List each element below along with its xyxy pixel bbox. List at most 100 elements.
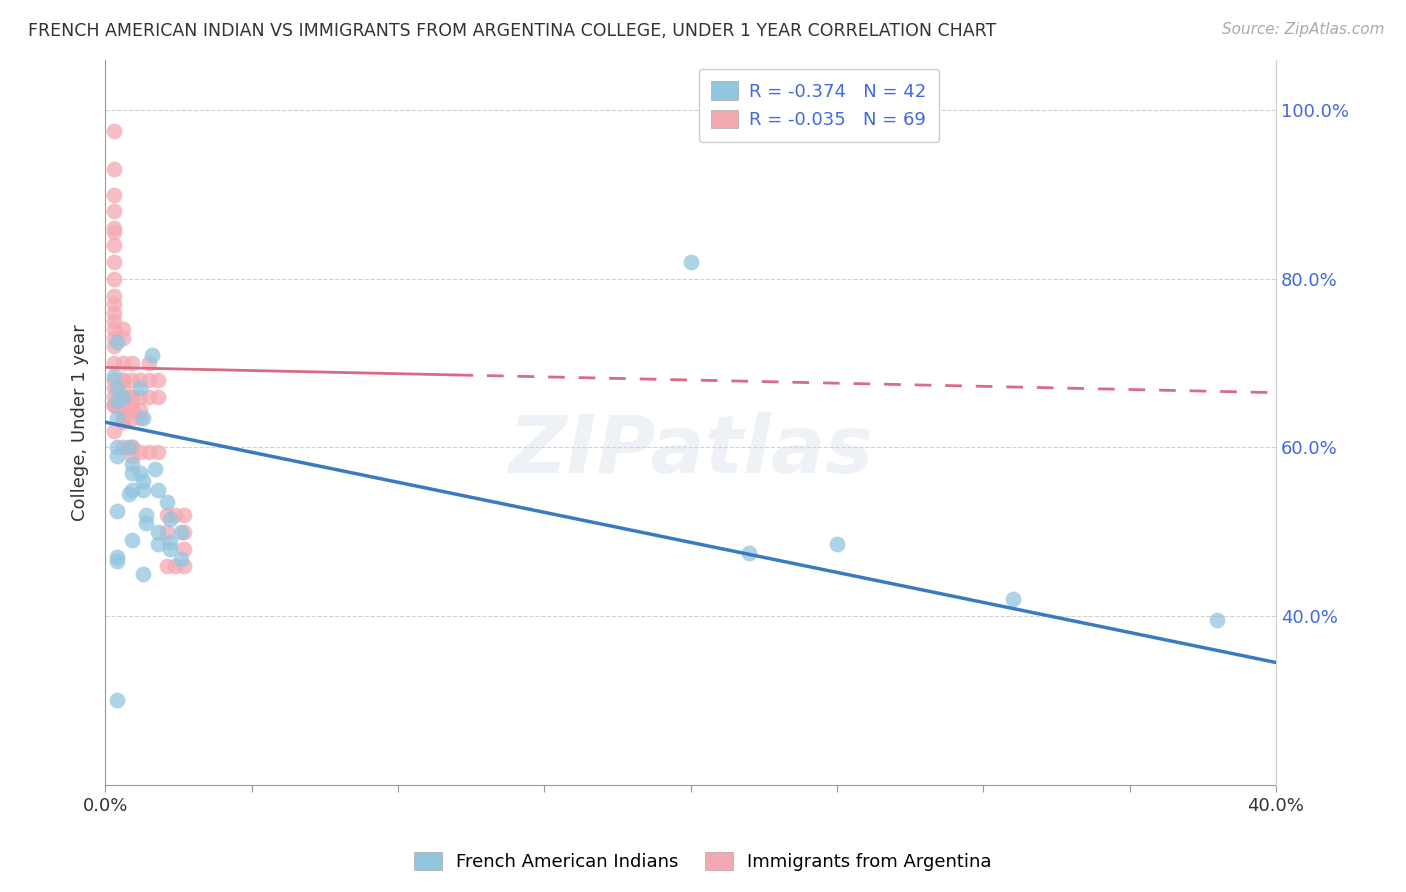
Point (103, 322, 125, 336)
Point (105, 381, 128, 395)
Text: ZIPatlas: ZIPatlas (508, 412, 873, 491)
Point (1001, 592, 1024, 607)
Point (121, 441, 143, 455)
Point (121, 441, 143, 455)
Point (121, 411, 143, 425)
Point (103, 162, 125, 177)
Point (146, 390, 169, 404)
Point (121, 390, 143, 404)
Point (138, 356, 160, 370)
Point (121, 402, 143, 417)
Point (105, 554, 128, 568)
Point (103, 297, 125, 311)
Point (135, 516, 157, 531)
Point (103, 368, 125, 383)
Point (105, 550, 128, 565)
Point (146, 537, 169, 551)
Point (146, 373, 169, 387)
Point (825, 537, 848, 551)
Point (105, 504, 128, 518)
Point (129, 411, 152, 425)
Point (129, 373, 152, 387)
Point (138, 373, 160, 387)
Point (1206, 613, 1229, 627)
Point (103, 288, 125, 302)
Point (111, 394, 134, 409)
Point (173, 524, 195, 539)
Point (111, 356, 134, 370)
Point (129, 390, 152, 404)
Point (165, 508, 187, 522)
Point (103, 356, 125, 370)
Point (121, 458, 143, 472)
Point (159, 541, 181, 556)
Point (103, 398, 125, 412)
Point (103, 124, 125, 138)
Legend: R = -0.374   N = 42, R = -0.035   N = 69: R = -0.374 N = 42, R = -0.035 N = 69 (699, 69, 939, 142)
Point (173, 508, 195, 522)
Point (103, 226, 125, 240)
Point (111, 411, 134, 425)
Point (117, 441, 139, 455)
Point (103, 339, 125, 353)
Point (103, 331, 125, 345)
Point (121, 373, 143, 387)
Point (141, 348, 163, 362)
Point (138, 390, 160, 404)
Point (103, 187, 125, 202)
Point (111, 373, 134, 387)
Point (121, 390, 143, 404)
Point (165, 558, 187, 573)
Point (105, 394, 128, 409)
Point (103, 221, 125, 235)
Point (103, 373, 125, 387)
Point (111, 322, 134, 336)
Point (143, 461, 166, 475)
Point (103, 255, 125, 269)
Point (105, 449, 128, 463)
Point (103, 272, 125, 286)
Text: FRENCH AMERICAN INDIAN VS IMMIGRANTS FROM ARGENTINA COLLEGE, UNDER 1 YEAR CORREL: FRENCH AMERICAN INDIAN VS IMMIGRANTS FRO… (28, 22, 997, 40)
Point (111, 402, 134, 417)
Point (111, 441, 134, 455)
Point (103, 238, 125, 252)
Y-axis label: College, Under 1 year: College, Under 1 year (72, 324, 89, 521)
Point (103, 398, 125, 412)
Point (156, 558, 179, 573)
Point (679, 255, 702, 269)
Point (156, 524, 179, 539)
Point (105, 411, 128, 425)
Point (156, 508, 179, 522)
Point (121, 402, 143, 417)
Point (111, 373, 134, 387)
Point (132, 411, 155, 425)
Point (105, 441, 128, 455)
Point (170, 524, 193, 539)
Point (132, 566, 155, 581)
Point (111, 411, 134, 425)
Point (111, 390, 134, 404)
Point (103, 314, 125, 328)
Point (159, 512, 181, 526)
Point (146, 444, 169, 458)
Point (121, 449, 143, 463)
Point (156, 495, 179, 509)
Point (129, 444, 152, 458)
Point (121, 466, 143, 480)
Point (103, 424, 125, 438)
Point (111, 415, 134, 429)
Point (121, 356, 143, 370)
Point (135, 508, 157, 522)
Point (146, 524, 169, 539)
Point (138, 444, 160, 458)
Point (173, 558, 195, 573)
Point (170, 551, 193, 566)
Point (738, 546, 761, 560)
Point (105, 693, 128, 707)
Point (103, 381, 125, 395)
Text: Source: ZipAtlas.com: Source: ZipAtlas.com (1222, 22, 1385, 37)
Point (146, 483, 169, 497)
Point (103, 305, 125, 319)
Legend: French American Indians, Immigrants from Argentina: French American Indians, Immigrants from… (408, 845, 998, 879)
Point (159, 535, 181, 549)
